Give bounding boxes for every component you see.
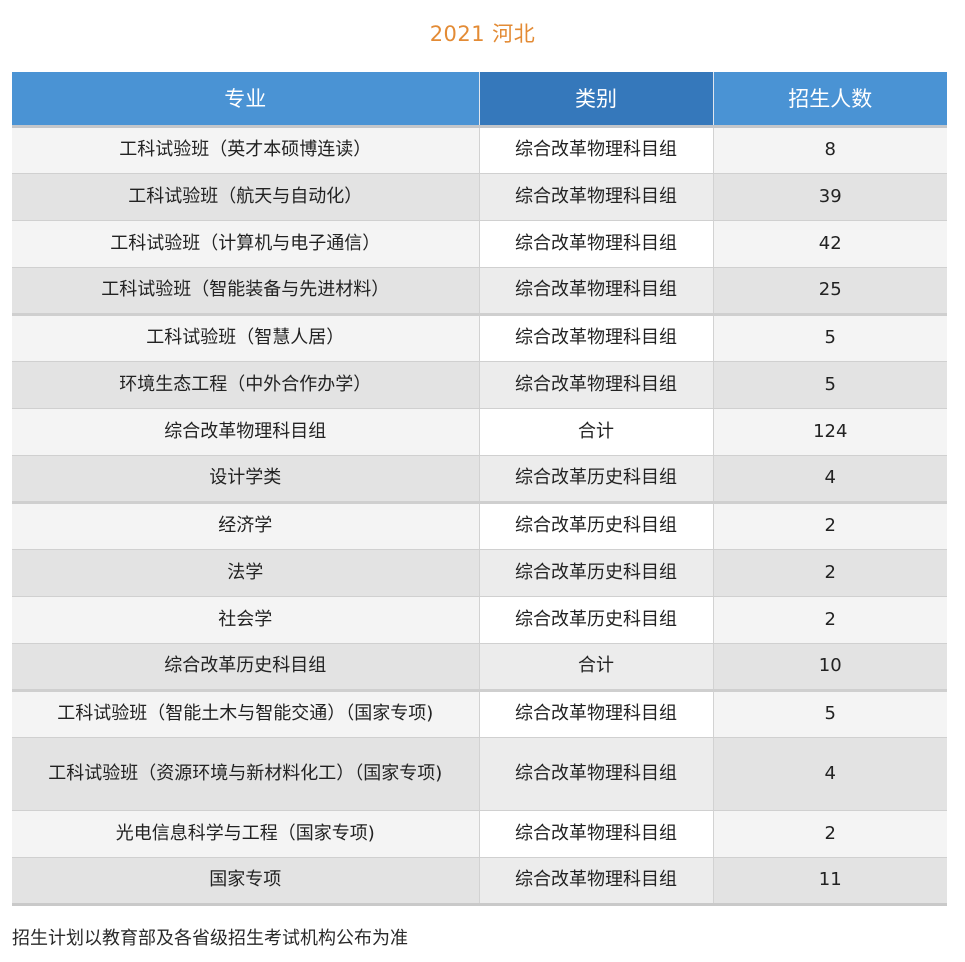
category-cell: 综合改革物理科目组 — [479, 361, 714, 409]
table-row: 环境生态工程（中外合作办学） 综合改革物理科目组 5 — [12, 361, 947, 409]
column-header-major: 专业 — [12, 72, 480, 128]
major-cell: 工科试验班（智能装备与先进材料） — [12, 267, 480, 316]
major-cell: 法学 — [12, 549, 480, 597]
column-header-count: 招生人数 — [713, 72, 947, 128]
major-cell: 国家专项 — [12, 857, 480, 905]
count-cell: 124 — [713, 408, 947, 456]
major-cell: 工科试验班（智慧人居） — [12, 314, 480, 362]
table-row: 工科试验班（航天与自动化） 综合改革物理科目组 39 — [12, 173, 947, 221]
footer-note: 招生计划以教育部及各省级招生考试机构公布为准 — [12, 928, 408, 949]
major-cell: 工科试验班（英才本硕博连读） — [12, 126, 480, 174]
major-cell: 工科试验班（航天与自动化） — [12, 173, 480, 221]
subtotal-row: 综合改革历史科目组 合计 10 — [12, 643, 947, 692]
table-row: 工科试验班（智能装备与先进材料） 综合改革物理科目组 25 — [12, 267, 947, 316]
count-cell: 10 — [713, 643, 947, 692]
major-cell: 社会学 — [12, 596, 480, 644]
major-cell: 工科试验班（资源环境与新材料化工）（国家专项) — [12, 737, 480, 811]
count-cell: 5 — [713, 361, 947, 409]
category-cell: 综合改革历史科目组 — [479, 596, 714, 644]
count-cell: 25 — [713, 267, 947, 316]
count-cell: 4 — [713, 455, 947, 504]
table-row: 设计学类 综合改革历史科目组 4 — [12, 455, 947, 504]
subtotal-row: 国家专项 综合改革物理科目组 11 — [12, 857, 947, 905]
category-cell: 综合改革历史科目组 — [479, 549, 714, 597]
count-cell: 2 — [713, 810, 947, 858]
category-cell: 综合改革物理科目组 — [479, 126, 714, 174]
category-cell: 合计 — [479, 643, 714, 692]
category-cell: 综合改革物理科目组 — [479, 810, 714, 858]
major-cell: 经济学 — [12, 502, 480, 550]
table-row: 工科试验班（英才本硕博连读） 综合改革物理科目组 8 — [12, 126, 947, 174]
category-cell: 综合改革物理科目组 — [479, 220, 714, 268]
table-row: 工科试验班（计算机与电子通信） 综合改革物理科目组 42 — [12, 220, 947, 268]
category-cell: 合计 — [479, 408, 714, 456]
table-row: 法学 综合改革历史科目组 2 — [12, 549, 947, 597]
count-cell: 2 — [713, 549, 947, 597]
table-row: 光电信息科学与工程（国家专项) 综合改革物理科目组 2 — [12, 810, 947, 858]
category-cell: 综合改革历史科目组 — [479, 455, 714, 504]
table-row: 工科试验班（智慧人居） 综合改革物理科目组 5 — [12, 314, 947, 362]
count-cell: 2 — [713, 596, 947, 644]
major-cell: 设计学类 — [12, 455, 480, 504]
table-row: 经济学 综合改革历史科目组 2 — [12, 502, 947, 550]
major-cell: 综合改革历史科目组 — [12, 643, 480, 692]
major-cell: 工科试验班（计算机与电子通信） — [12, 220, 480, 268]
count-cell: 42 — [713, 220, 947, 268]
count-cell: 4 — [713, 737, 947, 811]
major-cell: 光电信息科学与工程（国家专项) — [12, 810, 480, 858]
category-cell: 综合改革物理科目组 — [479, 690, 714, 738]
category-cell: 综合改革物理科目组 — [479, 737, 714, 811]
table-row: 社会学 综合改革历史科目组 2 — [12, 596, 947, 644]
column-header-category: 类别 — [479, 72, 714, 128]
category-cell: 综合改革历史科目组 — [479, 502, 714, 550]
major-cell: 环境生态工程（中外合作办学） — [12, 361, 480, 409]
table-row: 工科试验班（资源环境与新材料化工）（国家专项) 综合改革物理科目组 4 — [12, 737, 947, 811]
category-cell: 综合改革物理科目组 — [479, 314, 714, 362]
category-cell: 综合改革物理科目组 — [479, 173, 714, 221]
major-cell: 综合改革物理科目组 — [12, 408, 480, 456]
major-cell: 工科试验班（智能土木与智能交通）（国家专项) — [12, 690, 480, 738]
count-cell: 11 — [713, 857, 947, 905]
count-cell: 5 — [713, 314, 947, 362]
count-cell: 5 — [713, 690, 947, 738]
count-cell: 39 — [713, 173, 947, 221]
table-row: 工科试验班（智能土木与智能交通）（国家专项) 综合改革物理科目组 5 — [12, 690, 947, 738]
count-cell: 8 — [713, 126, 947, 174]
enrollment-plan-table: 专业 类别 招生人数 工科试验班（英才本硕博连读） 综合改革物理科目组 8 工科… — [12, 72, 947, 906]
category-cell: 综合改革物理科目组 — [479, 267, 714, 316]
subtotal-row: 综合改革物理科目组 合计 124 — [12, 408, 947, 456]
category-cell: 综合改革物理科目组 — [479, 857, 714, 905]
page-title: 2021 河北 — [429, 22, 536, 46]
count-cell: 2 — [713, 502, 947, 550]
table-header-row: 专业 类别 招生人数 — [12, 72, 947, 128]
